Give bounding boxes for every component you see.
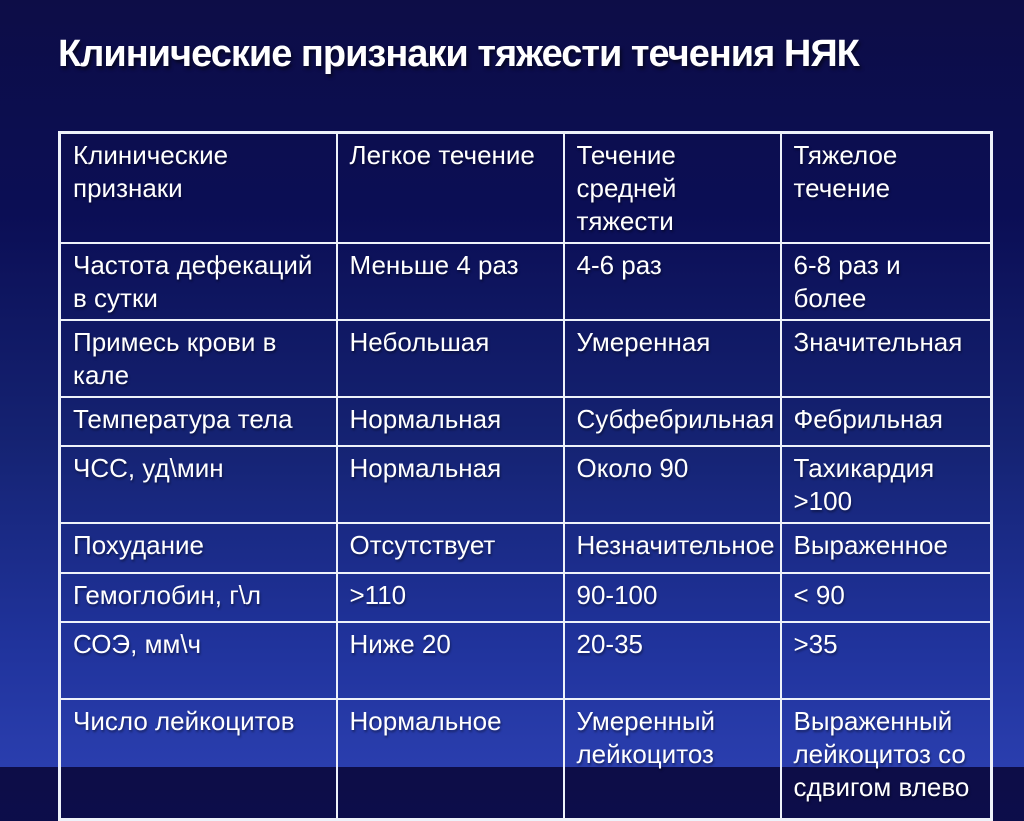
table-cell: Выраженный лейкоцитоз со сдвигом влево	[779, 698, 993, 820]
table-row: СОЭ, мм\ч Ниже 20 20-35 >35	[58, 621, 993, 700]
header-cell-moderate-course: Течение средней тяжести	[562, 131, 782, 244]
table-row: Примесь крови в кале Небольшая Умеренная…	[58, 319, 993, 398]
header-cell-clinical-signs: Клинические признаки	[58, 131, 338, 244]
table-cell: < 90	[779, 572, 993, 623]
table-cell: Похудание	[58, 522, 338, 574]
table-row: ЧСС, уд\мин Нормальная Около 90 Тахикард…	[58, 445, 993, 524]
table-cell: >35	[779, 621, 993, 700]
severity-table: Клинические признаки Легкое течение Тече…	[58, 131, 993, 821]
table-cell: 4-6 раз	[562, 242, 782, 321]
table-cell: Частота дефекаций в сутки	[58, 242, 338, 321]
table-cell: 20-35	[562, 621, 782, 700]
table-cell: Значительная	[779, 319, 993, 398]
table-cell: Небольшая	[335, 319, 565, 398]
table-cell: Температура тела	[58, 396, 338, 447]
header-cell-mild-course: Легкое течение	[335, 131, 565, 244]
table-cell: Выраженное	[779, 522, 993, 574]
table-cell: Нормальная	[335, 445, 565, 524]
table-cell: Ниже 20	[335, 621, 565, 700]
table-cell: >110	[335, 572, 565, 623]
table-cell: Незначительное	[562, 522, 782, 574]
header-cell-severe-course: Тяжелое течение	[779, 131, 993, 244]
table-cell: 90-100	[562, 572, 782, 623]
table-cell: Отсутствует	[335, 522, 565, 574]
table-cell: Меньше 4 раз	[335, 242, 565, 321]
table-cell: Нормальное	[335, 698, 565, 820]
table-cell: ЧСС, уд\мин	[58, 445, 338, 524]
table-cell: Умеренный лейкоцитоз	[562, 698, 782, 820]
table-cell: Фебрильная	[779, 396, 993, 447]
table-cell: Число лейкоцитов	[58, 698, 338, 820]
table-cell: Гемоглобин, г\л	[58, 572, 338, 623]
table-cell: Умеренная	[562, 319, 782, 398]
table-cell: Примесь крови в кале	[58, 319, 338, 398]
table-cell: Нормальная	[335, 396, 565, 447]
table-cell: СОЭ, мм\ч	[58, 621, 338, 700]
table-row: Гемоглобин, г\л >110 90-100 < 90	[58, 572, 993, 623]
table-row: Частота дефекаций в сутки Меньше 4 раз 4…	[58, 242, 993, 321]
table-cell: Тахикардия >100	[779, 445, 993, 524]
table-cell: 6-8 раз и более	[779, 242, 993, 321]
table-row: Похудание Отсутствует Незначительное Выр…	[58, 522, 993, 574]
table-header-row: Клинические признаки Легкое течение Тече…	[58, 131, 993, 244]
table-row: Температура тела Нормальная Субфебрильна…	[58, 396, 993, 447]
table-cell: Около 90	[562, 445, 782, 524]
page-title: Клинические признаки тяжести течения НЯК	[58, 33, 860, 76]
table-row: Число лейкоцитов Нормальное Умеренный ле…	[58, 698, 993, 820]
table-cell: Субфебрильная	[562, 396, 782, 447]
